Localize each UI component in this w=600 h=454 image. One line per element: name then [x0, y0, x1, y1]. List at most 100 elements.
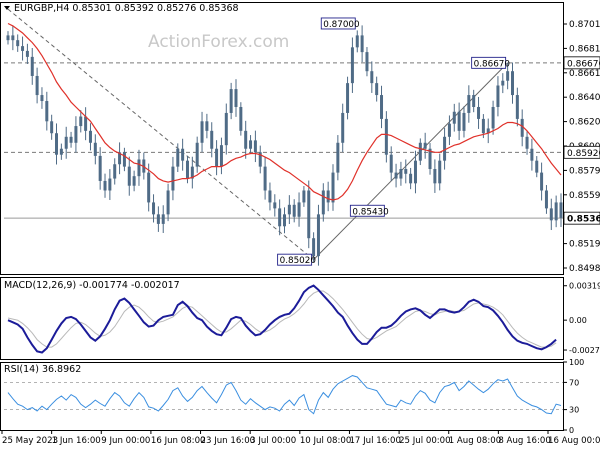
candle-body: [219, 145, 223, 167]
xtick-label: 17 Jul 16:00: [349, 436, 401, 446]
candle-body: [205, 121, 209, 131]
candle-body: [297, 202, 301, 217]
macd-line: [7, 284, 557, 354]
candle-body: [287, 204, 291, 215]
candle-body: [350, 47, 354, 84]
candle-body: [35, 75, 39, 96]
candle-body: [278, 208, 282, 227]
price-ytick-label: 0.85795: [569, 166, 600, 176]
candle-body: [346, 83, 350, 113]
xtick-label: 16 Aug 00:00: [548, 436, 600, 446]
candle-body: [549, 208, 553, 221]
candle-body: [30, 56, 34, 76]
candle-body: [462, 112, 466, 131]
candle-body: [161, 214, 165, 224]
xtick-label: 25 Jul 00:00: [399, 436, 451, 446]
candle-body: [249, 140, 253, 149]
price-annotation-box: [277, 253, 313, 266]
price-title: EURGBP,H4 0.85301 0.85392 0.85276 0.8536…: [14, 3, 239, 14]
candle-body: [486, 128, 490, 134]
rsi-ytick-label: 30: [569, 406, 579, 415]
candle-body: [263, 166, 267, 191]
candle-body: [331, 172, 335, 203]
candle-body: [195, 142, 199, 167]
macd-panel: [7, 284, 557, 354]
rsi-panel: [4, 375, 563, 415]
candle-body: [399, 169, 403, 179]
candle-body: [365, 52, 369, 72]
rsi-title: RSI(14) 36.8962: [4, 364, 81, 375]
candle-body: [55, 133, 59, 155]
candle-body: [268, 190, 272, 203]
price-ytick-label: 0.84985: [569, 264, 600, 274]
candle-body: [210, 130, 214, 149]
candle-body: [341, 112, 345, 143]
candle-body: [156, 214, 160, 224]
watermark-text: ActionForex.com: [148, 32, 289, 52]
candle-body: [530, 148, 534, 161]
candle-body: [132, 176, 136, 186]
rsi-ytick-label: 0: [569, 426, 574, 435]
candle-body: [152, 202, 156, 215]
candle-body: [506, 71, 510, 81]
trendline: [7, 8, 314, 261]
candle-body: [355, 35, 359, 48]
candle-body: [312, 238, 316, 257]
price-level-box: [563, 56, 600, 70]
candle-body: [200, 121, 204, 143]
candle-body: [258, 152, 262, 167]
candle-body: [525, 136, 529, 149]
candle-body: [118, 152, 122, 165]
candle-body: [501, 80, 505, 86]
candle-body: [423, 142, 427, 149]
candle-body: [510, 71, 514, 96]
xtick-label: 10 Jul 08:00: [300, 436, 352, 446]
price-annotation-label: 0.86670: [474, 59, 511, 69]
candle-body: [127, 166, 131, 186]
candle-body: [394, 172, 398, 179]
candle-body: [540, 172, 544, 191]
candle-body: [316, 214, 320, 257]
candle-body: [292, 204, 296, 217]
candle-body: [215, 148, 219, 167]
candle-body: [307, 190, 311, 239]
xtick-label: 25 May 2023: [2, 436, 58, 446]
candle-body: [50, 121, 54, 134]
macd-ytick-label: -0.002769: [569, 346, 600, 355]
xtick-label: 23 Jun 16:00: [201, 436, 256, 446]
candle-body: [181, 148, 185, 161]
candle-body: [244, 130, 248, 149]
macd-frame: [0, 277, 564, 360]
macd-ytick-label: 0.00319: [569, 282, 600, 291]
xtick-label: 1 Aug 08:00: [449, 436, 501, 446]
candle-body: [253, 140, 257, 153]
candle-body: [380, 95, 384, 119]
candle-body: [98, 155, 102, 181]
candle-body: [375, 83, 379, 96]
candle-body: [166, 190, 170, 215]
candle-body: [113, 164, 117, 179]
candle-body: [190, 166, 194, 179]
candle-body: [273, 202, 277, 209]
candle-body: [452, 111, 456, 124]
rsi-ytick-label: 100: [569, 358, 584, 367]
candle-body: [409, 173, 413, 184]
axes: 0.870150.868100.866100.864050.862000.860…: [1, 6, 600, 446]
macd-title: MACD(12,26,9) -0.001774 -0.002017: [4, 280, 180, 291]
candle-body: [122, 152, 126, 167]
macd-ytick-label: 0.00: [569, 316, 587, 325]
candle-body: [472, 95, 476, 107]
rsi-line: [7, 375, 562, 415]
candle-body: [370, 71, 374, 84]
candle-body: [79, 116, 83, 127]
candle-body: [45, 101, 49, 122]
chevron-down-icon: [4, 6, 10, 10]
candle-body: [93, 142, 97, 156]
candle-body: [457, 111, 461, 131]
